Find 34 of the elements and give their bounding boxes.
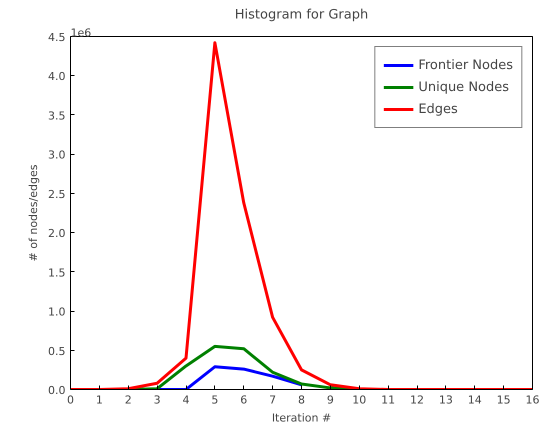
x-tick-label: 16: [526, 394, 540, 406]
x-tick-label: 4: [182, 394, 190, 406]
x-tick-label: 3: [154, 394, 161, 406]
legend-label: Edges: [418, 102, 458, 116]
x-tick-label: 9: [326, 394, 334, 406]
x-tick-label: 6: [240, 394, 248, 406]
x-tick-label: 13: [438, 394, 453, 406]
y-tick-label: 0.0: [48, 384, 66, 397]
x-axis-title: Iteration #: [272, 412, 332, 424]
chart-title: Histogram for Graph: [234, 8, 368, 22]
y-tick-label: 2.5: [48, 188, 66, 201]
x-tick-label: 12: [410, 394, 424, 406]
x-tick-label: 8: [298, 394, 305, 406]
y-tick-label: 4.0: [48, 70, 66, 84]
x-tick-label: 5: [211, 394, 218, 406]
x-tick-label: 2: [124, 394, 132, 406]
y-tick-label: 4.5: [48, 31, 66, 44]
legend-label: Unique Nodes: [418, 80, 510, 94]
legend-label: Frontier Nodes: [418, 58, 513, 72]
y-tick-label: 2.0: [48, 227, 66, 240]
y-tick-label: 1.0: [48, 306, 66, 319]
x-tick-label: 7: [269, 394, 276, 406]
y-tick-label: 0.5: [48, 344, 66, 358]
y-axis-title: # of nodes/edges: [27, 164, 40, 262]
x-tick-label: 0: [67, 394, 74, 406]
y-tick-label: 1.5: [48, 266, 66, 280]
y-tick-label: 3.5: [48, 109, 66, 122]
x-tick-label: 14: [468, 394, 482, 406]
x-tick-label: 11: [381, 394, 396, 406]
y-tick-label: 3.0: [48, 148, 66, 162]
x-tick-label: 10: [352, 394, 366, 406]
annotation: 1e6: [70, 26, 92, 40]
x-tick-label: 15: [496, 394, 511, 406]
x-tick-label: 1: [96, 394, 103, 406]
